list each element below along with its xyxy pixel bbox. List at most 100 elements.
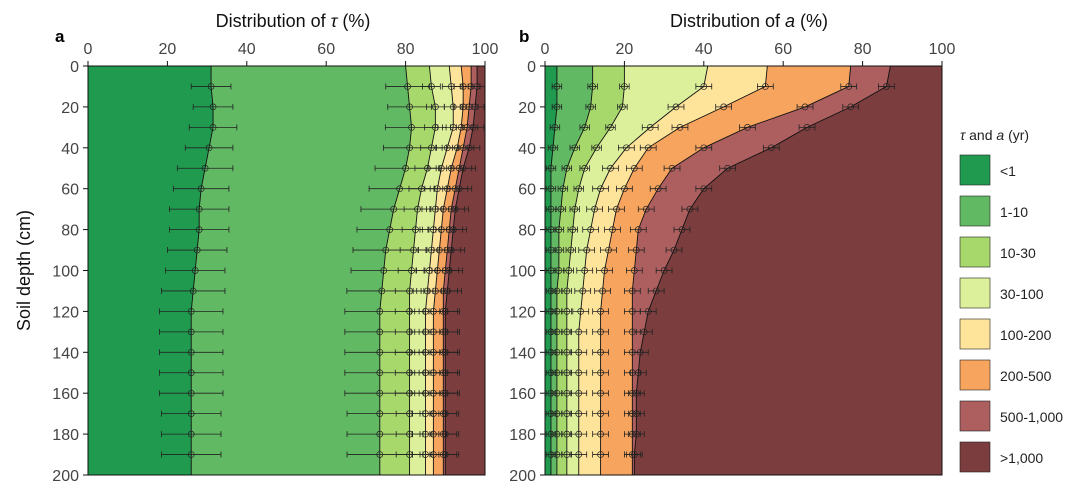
data-point [187, 328, 195, 336]
data-point [621, 185, 628, 193]
data-point [207, 83, 215, 90]
data-point [187, 389, 195, 397]
data-point [569, 226, 577, 233]
data-point [601, 267, 608, 274]
data-point [547, 185, 555, 193]
data-point [376, 410, 384, 417]
data-point [628, 328, 636, 336]
data-point [634, 369, 642, 377]
chart-title-part: τ [331, 11, 339, 31]
band-4 [566, 66, 708, 475]
band-6 [600, 66, 851, 475]
data-point [205, 144, 213, 152]
data-point [607, 123, 614, 131]
data-point [571, 205, 579, 213]
data-point [390, 205, 398, 213]
data-point [471, 103, 479, 111]
y-tick-label: 180 [52, 427, 79, 444]
data-point [575, 410, 583, 417]
y-tick-label: 80 [518, 223, 536, 240]
data-point [209, 103, 217, 111]
data-point [197, 185, 205, 193]
data-point [193, 246, 201, 254]
data-point [672, 103, 680, 111]
data-point [553, 287, 561, 295]
x-tick-label: 20 [616, 41, 634, 58]
x-tick-label: 60 [317, 41, 335, 58]
data-point [630, 451, 638, 458]
data-point [632, 410, 640, 417]
data-point [632, 389, 640, 397]
data-point [447, 246, 455, 254]
data-point [575, 369, 583, 377]
data-point [553, 410, 561, 417]
data-point [567, 246, 575, 254]
data-point [553, 430, 561, 438]
data-point [441, 430, 449, 438]
data-point [563, 308, 571, 315]
data-point [406, 287, 413, 295]
data-point [187, 369, 195, 377]
x-tick-label: 60 [774, 41, 792, 58]
band-8 [634, 66, 942, 475]
data-point [455, 185, 463, 193]
data-point [652, 287, 660, 295]
data-point [589, 83, 596, 90]
data-point [191, 267, 199, 274]
data-point [575, 328, 583, 336]
data-point [376, 328, 384, 336]
data-point [575, 451, 583, 458]
x-tick-label: 100 [929, 41, 956, 58]
y-tick-label: 100 [52, 264, 79, 281]
data-point [449, 226, 457, 233]
data-point [553, 308, 561, 315]
data-point [563, 287, 571, 295]
data-point [581, 267, 589, 274]
data-point [376, 430, 384, 438]
legend-label: 500-1,000 [1000, 409, 1063, 425]
data-point [575, 389, 583, 397]
data-point [801, 103, 809, 111]
band-7 [632, 66, 891, 475]
data-point [700, 144, 708, 152]
legend-swatch [959, 195, 991, 227]
data-point [559, 185, 567, 193]
data-point [382, 246, 390, 254]
data-point [396, 185, 403, 193]
data-point [563, 369, 571, 377]
data-point [563, 328, 571, 336]
y-tick-label: 0 [70, 59, 79, 76]
data-point [883, 83, 890, 90]
data-point [575, 430, 583, 438]
chart-title-part: a [785, 11, 795, 31]
y-tick-label: 20 [61, 100, 79, 117]
data-point [402, 164, 409, 172]
data-point [628, 308, 636, 315]
band-5 [578, 66, 768, 475]
data-point [187, 308, 195, 315]
band-2 [550, 66, 593, 475]
data-point [555, 226, 563, 233]
data-point [605, 246, 612, 254]
data-point [579, 287, 587, 295]
data-point [654, 185, 662, 193]
data-point [445, 267, 453, 274]
legend-label: 10-30 [1000, 245, 1036, 261]
data-point [404, 83, 411, 90]
data-point [549, 144, 557, 152]
data-point [597, 185, 604, 193]
data-point [720, 103, 728, 111]
panel-letter: a [55, 27, 65, 46]
panel-b: 0 20 40 60 80 100 0 20 40 60 80 100 120 140 160 180 200 D… [509, 11, 955, 485]
panel-a: 0 20 40 60 80 100 0 20 40 60 80 100 120 140 160 180 200 D… [14, 11, 498, 485]
data-point [441, 348, 449, 356]
data-point [581, 164, 589, 172]
data-point [187, 451, 195, 458]
data-point [547, 205, 555, 213]
legend-title-part: τ [960, 127, 966, 143]
chart-title-part: Distribution of [216, 11, 331, 31]
data-point [380, 267, 388, 274]
y-tick-label: 80 [61, 223, 79, 240]
data-point [597, 410, 604, 417]
data-point [195, 205, 203, 213]
